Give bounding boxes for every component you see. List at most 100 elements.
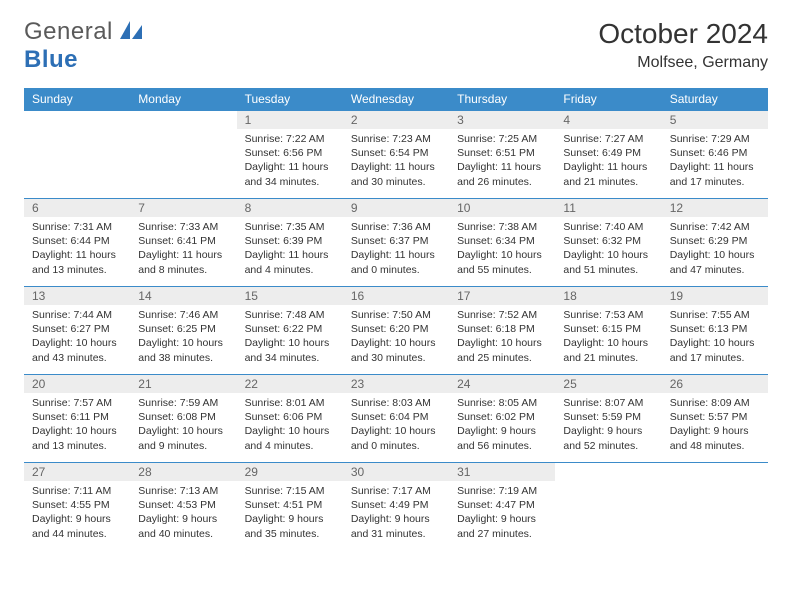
sunset-value: 6:56 PM bbox=[283, 147, 322, 159]
sunset-label: Sunset: bbox=[457, 147, 493, 159]
day-body: Sunrise: 7:31 AMSunset: 6:44 PMDaylight:… bbox=[24, 217, 130, 281]
sunset-value: 4:49 PM bbox=[389, 499, 428, 511]
daylight-label: Daylight: bbox=[138, 425, 179, 437]
day-body: Sunrise: 7:35 AMSunset: 6:39 PMDaylight:… bbox=[237, 217, 343, 281]
daylight-label: Daylight: bbox=[351, 337, 392, 349]
sunrise-label: Sunrise: bbox=[351, 221, 390, 233]
sunrise-label: Sunrise: bbox=[138, 397, 177, 409]
daylight-label: Daylight: bbox=[563, 249, 604, 261]
calendar-cell: 24Sunrise: 8:05 AMSunset: 6:02 PMDayligh… bbox=[449, 375, 555, 463]
daylight-label: Daylight: bbox=[245, 161, 286, 173]
calendar-cell: 28Sunrise: 7:13 AMSunset: 4:53 PMDayligh… bbox=[130, 463, 236, 551]
sunset-label: Sunset: bbox=[32, 499, 68, 511]
day-body: Sunrise: 7:44 AMSunset: 6:27 PMDaylight:… bbox=[24, 305, 130, 369]
brand-part2: Blue bbox=[24, 46, 78, 73]
daylight-label: Daylight: bbox=[138, 513, 179, 525]
day-body: Sunrise: 7:22 AMSunset: 6:56 PMDaylight:… bbox=[237, 129, 343, 193]
sunset-label: Sunset: bbox=[670, 323, 706, 335]
day-body: Sunrise: 7:11 AMSunset: 4:55 PMDaylight:… bbox=[24, 481, 130, 545]
day-number: 22 bbox=[237, 375, 343, 393]
day-number: 6 bbox=[24, 199, 130, 217]
sunset-value: 6:22 PM bbox=[283, 323, 322, 335]
sunset-label: Sunset: bbox=[138, 323, 174, 335]
day-body: Sunrise: 7:19 AMSunset: 4:47 PMDaylight:… bbox=[449, 481, 555, 545]
day-number: 27 bbox=[24, 463, 130, 481]
sunset-value: 6:20 PM bbox=[389, 323, 428, 335]
sunrise-value: 7:40 AM bbox=[605, 221, 644, 233]
calendar-cell: 2Sunrise: 7:23 AMSunset: 6:54 PMDaylight… bbox=[343, 111, 449, 199]
weekday-header-cell: Saturday bbox=[662, 88, 768, 111]
sunrise-value: 7:33 AM bbox=[180, 221, 219, 233]
sunrise-value: 7:50 AM bbox=[392, 309, 431, 321]
calendar-cell: 17Sunrise: 7:52 AMSunset: 6:18 PMDayligh… bbox=[449, 287, 555, 375]
sunset-value: 6:51 PM bbox=[496, 147, 535, 159]
sunrise-value: 7:57 AM bbox=[73, 397, 112, 409]
daylight-label: Daylight: bbox=[670, 249, 711, 261]
sunrise-label: Sunrise: bbox=[245, 485, 284, 497]
calendar-cell: 26Sunrise: 8:09 AMSunset: 5:57 PMDayligh… bbox=[662, 375, 768, 463]
sunrise-label: Sunrise: bbox=[563, 133, 602, 145]
sunset-label: Sunset: bbox=[563, 235, 599, 247]
day-number: 30 bbox=[343, 463, 449, 481]
day-number: 3 bbox=[449, 111, 555, 129]
day-body: Sunrise: 7:55 AMSunset: 6:13 PMDaylight:… bbox=[662, 305, 768, 369]
daylight-label: Daylight: bbox=[32, 425, 73, 437]
day-number: 8 bbox=[237, 199, 343, 217]
calendar-cell: 12Sunrise: 7:42 AMSunset: 6:29 PMDayligh… bbox=[662, 199, 768, 287]
calendar-cell: .. bbox=[662, 463, 768, 551]
day-number: 28 bbox=[130, 463, 236, 481]
sunrise-value: 7:59 AM bbox=[180, 397, 219, 409]
weekday-header-cell: Tuesday bbox=[237, 88, 343, 111]
day-number: 4 bbox=[555, 111, 661, 129]
day-body: Sunrise: 7:38 AMSunset: 6:34 PMDaylight:… bbox=[449, 217, 555, 281]
day-body: Sunrise: 7:50 AMSunset: 6:20 PMDaylight:… bbox=[343, 305, 449, 369]
sunset-value: 6:02 PM bbox=[496, 411, 535, 423]
sunset-value: 6:39 PM bbox=[283, 235, 322, 247]
sunrise-label: Sunrise: bbox=[245, 397, 284, 409]
sunrise-label: Sunrise: bbox=[670, 397, 709, 409]
daylight-label: Daylight: bbox=[32, 337, 73, 349]
day-body: Sunrise: 8:09 AMSunset: 5:57 PMDaylight:… bbox=[662, 393, 768, 457]
daylight-label: Daylight: bbox=[138, 337, 179, 349]
calendar-cell: .. bbox=[130, 111, 236, 199]
sunrise-label: Sunrise: bbox=[138, 309, 177, 321]
sunset-label: Sunset: bbox=[245, 411, 281, 423]
day-body: Sunrise: 7:36 AMSunset: 6:37 PMDaylight:… bbox=[343, 217, 449, 281]
sunset-label: Sunset: bbox=[351, 235, 387, 247]
weekday-header-cell: Sunday bbox=[24, 88, 130, 111]
day-number: 16 bbox=[343, 287, 449, 305]
sunset-label: Sunset: bbox=[670, 147, 706, 159]
day-number: 1 bbox=[237, 111, 343, 129]
sunrise-label: Sunrise: bbox=[351, 133, 390, 145]
day-body: Sunrise: 7:25 AMSunset: 6:51 PMDaylight:… bbox=[449, 129, 555, 193]
calendar-cell: 30Sunrise: 7:17 AMSunset: 4:49 PMDayligh… bbox=[343, 463, 449, 551]
calendar-cell: 21Sunrise: 7:59 AMSunset: 6:08 PMDayligh… bbox=[130, 375, 236, 463]
weekday-header-cell: Monday bbox=[130, 88, 236, 111]
sunrise-value: 7:25 AM bbox=[499, 133, 538, 145]
sunrise-label: Sunrise: bbox=[670, 221, 709, 233]
sunrise-label: Sunrise: bbox=[563, 309, 602, 321]
weekday-header-cell: Wednesday bbox=[343, 88, 449, 111]
sunrise-value: 7:42 AM bbox=[711, 221, 750, 233]
day-body: Sunrise: 7:52 AMSunset: 6:18 PMDaylight:… bbox=[449, 305, 555, 369]
sunrise-label: Sunrise: bbox=[670, 133, 709, 145]
sunset-label: Sunset: bbox=[457, 235, 493, 247]
sunset-label: Sunset: bbox=[563, 147, 599, 159]
sunrise-value: 7:44 AM bbox=[73, 309, 112, 321]
sunrise-value: 8:01 AM bbox=[286, 397, 325, 409]
daylight-label: Daylight: bbox=[245, 249, 286, 261]
day-number: 21 bbox=[130, 375, 236, 393]
day-number: 19 bbox=[662, 287, 768, 305]
weekday-header-cell: Friday bbox=[555, 88, 661, 111]
sunset-label: Sunset: bbox=[138, 499, 174, 511]
sunset-label: Sunset: bbox=[138, 411, 174, 423]
calendar-cell: 23Sunrise: 8:03 AMSunset: 6:04 PMDayligh… bbox=[343, 375, 449, 463]
brand-logo: General Blue bbox=[24, 18, 142, 74]
day-number: 10 bbox=[449, 199, 555, 217]
sunrise-value: 7:46 AM bbox=[180, 309, 219, 321]
sunrise-value: 7:31 AM bbox=[73, 221, 112, 233]
sunset-label: Sunset: bbox=[457, 499, 493, 511]
sunrise-value: 8:03 AM bbox=[392, 397, 431, 409]
sunset-label: Sunset: bbox=[351, 147, 387, 159]
sunrise-label: Sunrise: bbox=[351, 485, 390, 497]
